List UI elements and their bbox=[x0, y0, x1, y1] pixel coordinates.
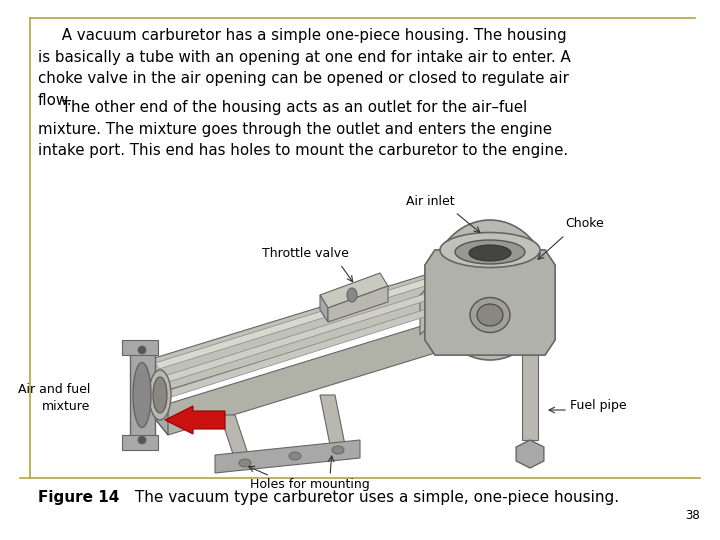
Polygon shape bbox=[425, 250, 555, 355]
Polygon shape bbox=[522, 350, 538, 440]
FancyArrow shape bbox=[165, 406, 225, 434]
Ellipse shape bbox=[289, 452, 301, 460]
Polygon shape bbox=[320, 295, 328, 322]
Ellipse shape bbox=[239, 459, 251, 467]
Polygon shape bbox=[328, 286, 388, 322]
Ellipse shape bbox=[153, 377, 167, 413]
Polygon shape bbox=[215, 440, 360, 473]
Polygon shape bbox=[130, 345, 155, 445]
Text: Air and fuel
mixture: Air and fuel mixture bbox=[17, 383, 90, 413]
Polygon shape bbox=[148, 305, 510, 435]
Polygon shape bbox=[320, 273, 388, 308]
Text: Throttle valve: Throttle valve bbox=[261, 247, 348, 260]
Ellipse shape bbox=[138, 436, 146, 444]
Polygon shape bbox=[158, 272, 498, 384]
Text: Air inlet: Air inlet bbox=[405, 195, 454, 208]
Ellipse shape bbox=[470, 298, 510, 333]
Polygon shape bbox=[425, 250, 555, 355]
Polygon shape bbox=[420, 280, 435, 335]
Ellipse shape bbox=[440, 233, 540, 267]
Ellipse shape bbox=[430, 220, 550, 360]
Text: Fuel pipe: Fuel pipe bbox=[570, 399, 626, 411]
Ellipse shape bbox=[133, 362, 151, 428]
Ellipse shape bbox=[455, 240, 525, 264]
Polygon shape bbox=[161, 287, 500, 399]
Polygon shape bbox=[148, 255, 510, 390]
Text: Holes for mounting: Holes for mounting bbox=[250, 478, 370, 491]
Polygon shape bbox=[122, 340, 158, 355]
Text: The vacuum type carburetor uses a simple, one-piece housing.: The vacuum type carburetor uses a simple… bbox=[130, 490, 619, 505]
Ellipse shape bbox=[469, 245, 511, 261]
Ellipse shape bbox=[149, 370, 171, 420]
Polygon shape bbox=[148, 360, 168, 435]
Ellipse shape bbox=[347, 288, 357, 302]
Polygon shape bbox=[220, 415, 250, 460]
Text: Figure 14: Figure 14 bbox=[38, 490, 120, 505]
Ellipse shape bbox=[138, 346, 146, 354]
Polygon shape bbox=[462, 250, 518, 285]
Text: Choke: Choke bbox=[565, 217, 604, 230]
Polygon shape bbox=[122, 435, 158, 450]
Ellipse shape bbox=[332, 446, 344, 454]
Text: 38: 38 bbox=[685, 509, 700, 522]
Polygon shape bbox=[516, 440, 544, 468]
Polygon shape bbox=[155, 258, 496, 369]
Polygon shape bbox=[320, 395, 345, 445]
Text: The other end of the housing acts as an outlet for the air–fuel
mixture. The mix: The other end of the housing acts as an … bbox=[38, 100, 568, 158]
Ellipse shape bbox=[477, 304, 503, 326]
Text: A vacuum carburetor has a simple one-piece housing. The housing
is basically a t: A vacuum carburetor has a simple one-pie… bbox=[38, 28, 571, 108]
